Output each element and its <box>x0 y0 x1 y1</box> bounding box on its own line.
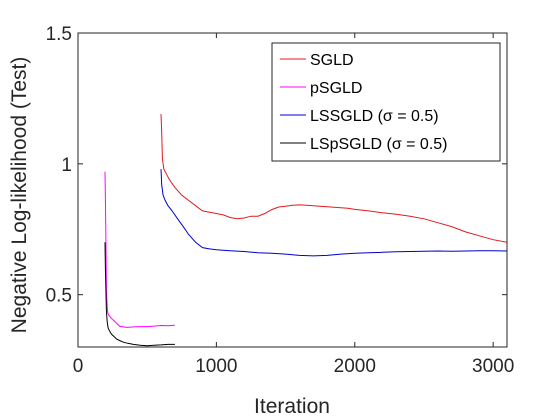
series-line-2 <box>104 171 175 328</box>
legend-label-2: pSGLD <box>310 80 362 97</box>
x-axis-label: Iteration <box>254 395 330 418</box>
y-axis-label: Negative Log-likelihood (Test) <box>8 57 31 334</box>
series-line-3 <box>160 169 507 257</box>
legend-label-4: LSpSGLD (σ = 0.5) <box>310 136 448 153</box>
series-line-4 <box>104 242 175 347</box>
legend-box <box>271 42 501 162</box>
y-tick-label: 0.5 <box>46 286 72 307</box>
legend-label-3: LSSGLD (σ = 0.5) <box>310 108 439 125</box>
legend-label-1: SGLD <box>310 52 354 69</box>
x-tick-label: 0 <box>73 356 84 377</box>
x-tick-label: 1000 <box>195 356 237 377</box>
series-line-1 <box>160 114 507 243</box>
x-tick-label: 2000 <box>334 356 376 377</box>
x-tick-label: 3000 <box>472 356 514 377</box>
y-tick-label: 1.5 <box>46 24 72 45</box>
y-tick-label: 1 <box>61 155 72 176</box>
